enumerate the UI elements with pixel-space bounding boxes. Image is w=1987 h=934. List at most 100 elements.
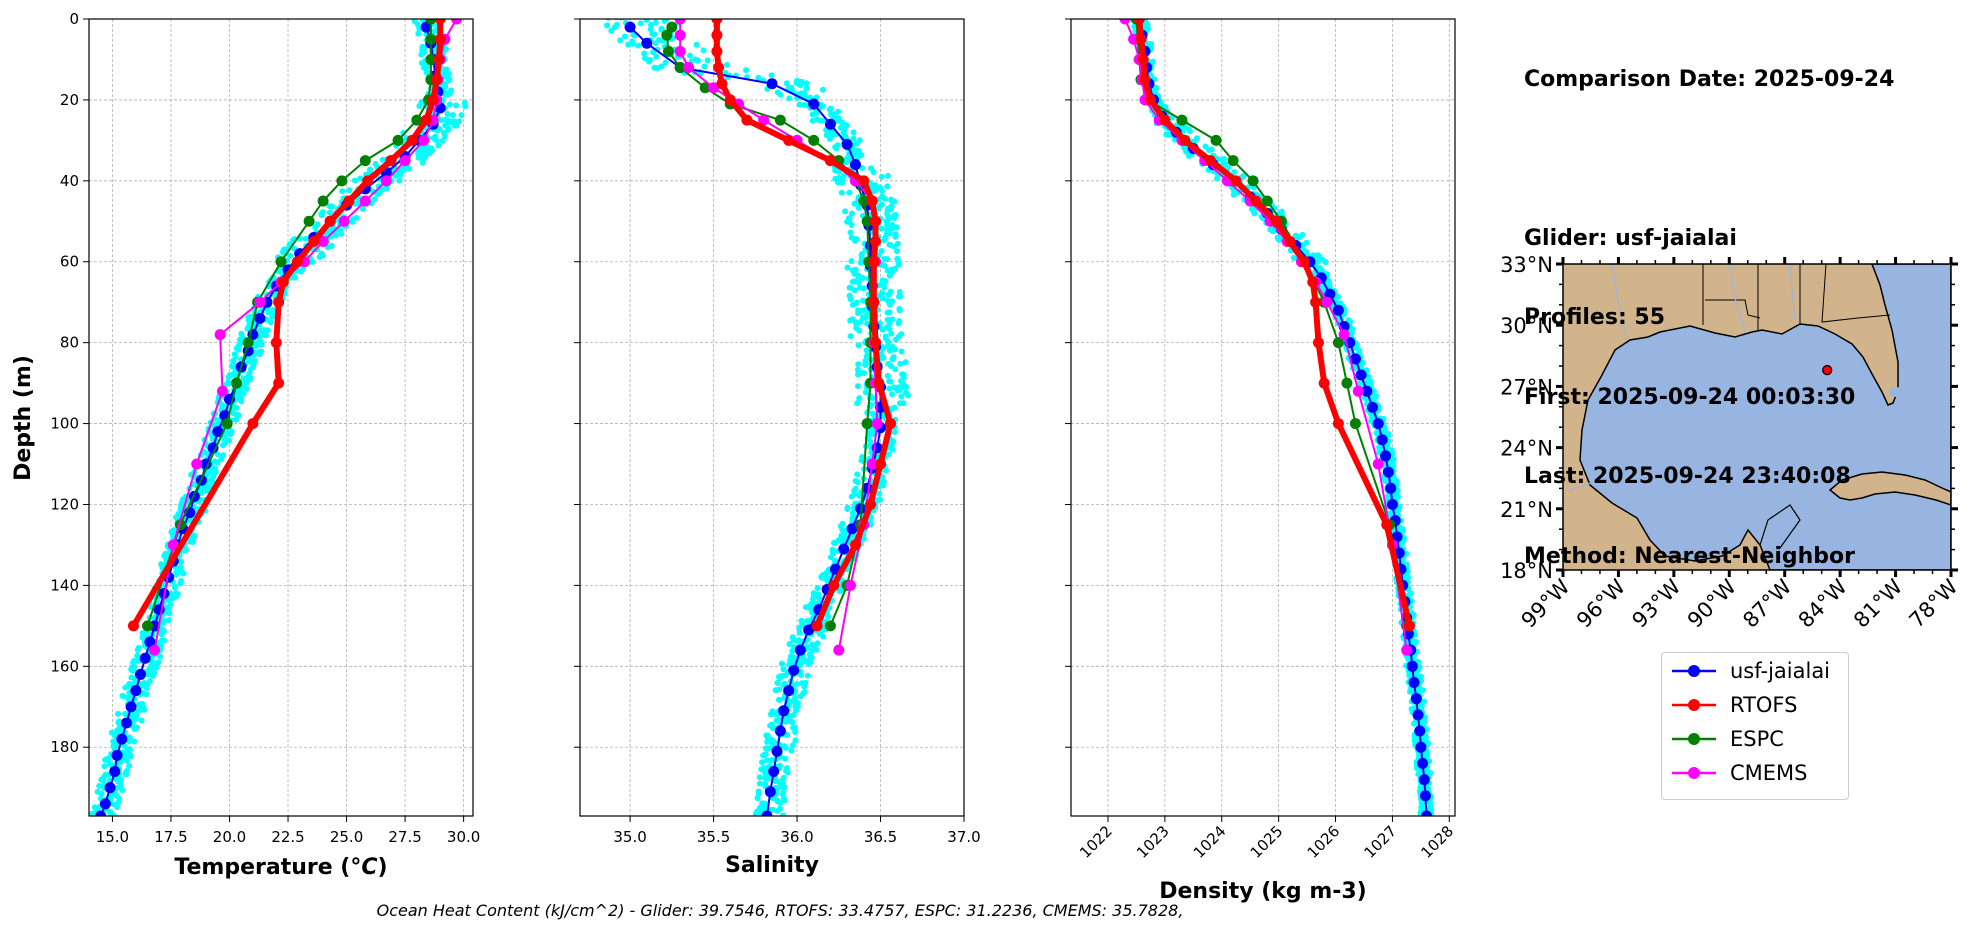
salinity-glider-point [766, 78, 778, 90]
salinity-raw-point [604, 22, 611, 29]
salinity-x-tick-label: 36.0 [780, 828, 813, 846]
salinity-glider-point [788, 664, 800, 676]
salinity-raw-point [870, 168, 877, 175]
salinity-raw-point [857, 318, 864, 325]
temperature-rtofs-point [308, 236, 320, 248]
temperature-espc-point [275, 256, 287, 268]
salinity-raw-point [902, 359, 909, 366]
comparison-info-block: Comparison Date: 2025-09-24 Glider: usf-… [1524, 14, 1894, 597]
temperature-x-tick-label: 20.0 [213, 828, 246, 846]
salinity-rtofs-point [870, 215, 882, 227]
salinity-raw-point [755, 788, 762, 795]
salinity-raw-point [894, 255, 901, 262]
salinity-espc-point [824, 620, 836, 632]
salinity-raw-point [762, 766, 769, 773]
density-x-ticks: 1022 1023 1024 1025 1026 1027 1028 [1076, 816, 1457, 862]
temperature-rtofs-point [385, 155, 397, 167]
temperature-raw-point [155, 659, 162, 666]
salinity-rtofs-point [870, 337, 882, 349]
salinity-raw-point [840, 530, 847, 537]
salinity-raw-point [605, 19, 611, 21]
salinity-raw-point [847, 317, 854, 324]
salinity-raw-point [789, 634, 796, 641]
salinity-raw-point [813, 109, 820, 116]
salinity-raw-point [860, 297, 867, 304]
map-latitude-label: 33°N [1500, 253, 1553, 277]
temperature-raw-point [396, 177, 403, 184]
temperature-glider-point [99, 798, 111, 810]
salinity-raw-point [904, 392, 911, 399]
salinity-raw-point [756, 774, 763, 781]
gulf-of-mexico-map: 99°W96°W93°W90°W87°W84°W81°W78°W33°N30°N… [1500, 253, 1963, 633]
salinity-x-tick-label: 35.0 [613, 828, 646, 846]
temperature-cmems-point [191, 458, 203, 470]
temperature-raw-point [98, 790, 105, 797]
salinity-raw-point [900, 371, 907, 378]
salinity-raw-point [752, 810, 759, 816]
salinity-raw-point [782, 755, 789, 762]
salinity-raw-point [856, 395, 863, 402]
temperature-raw-point [441, 82, 448, 89]
temperature-glider-point [420, 21, 432, 33]
temperature-raw-point [211, 469, 218, 476]
salinity-raw-point [797, 82, 804, 89]
temperature-raw-point [448, 87, 455, 94]
temperature-x-tick-label: 30.0 [447, 828, 480, 846]
salinity-raw-point [647, 26, 654, 33]
salinity-raw-point [801, 689, 808, 696]
salinity-raw-point [743, 67, 750, 74]
salinity-raw-point [816, 595, 823, 602]
temperature-raw-point [212, 458, 219, 465]
salinity-raw-point [848, 234, 855, 241]
density-grid [1071, 19, 1455, 816]
salinity-raw-point [637, 20, 644, 27]
temperature-raw-point [449, 111, 456, 118]
density-raw-point [1422, 734, 1429, 741]
salinity-rtofs-point [783, 134, 795, 146]
salinity-axes-frame [579, 18, 965, 817]
salinity-raw-point [887, 206, 894, 213]
cuba-island [1828, 471, 1951, 506]
salinity-raw-point [850, 135, 857, 142]
depth-y-tick-label: 80 [60, 334, 79, 352]
salinity-raw-point [884, 172, 891, 179]
density-glider-point [1332, 304, 1344, 316]
temperature-glider-point [254, 312, 266, 324]
density-rtofs-point [1403, 620, 1415, 632]
temperature-raw-point [133, 657, 140, 664]
density-rtofs-line [1136, 19, 1413, 627]
salinity-glider-point [846, 523, 858, 535]
temperature-raw-point [287, 252, 294, 259]
depth-y-tick-label: 20 [60, 91, 79, 109]
density-glider-point [1376, 434, 1388, 446]
temperature-raw-point [435, 142, 442, 149]
temperature-glider-point [120, 717, 132, 729]
salinity-raw-point [652, 19, 659, 26]
density-raw-point [1274, 234, 1281, 241]
salinity-raw-point [844, 504, 851, 511]
density-rtofs-point [1230, 175, 1242, 187]
density-x-tick-label: 1023 [1133, 822, 1173, 862]
density-espc-point [1341, 377, 1353, 389]
temperature-x-tick-label: 25.0 [330, 828, 363, 846]
salinity-rtofs-point [885, 418, 897, 430]
salinity-espc-point [861, 418, 873, 430]
temperature-raw-point [173, 571, 180, 578]
temperature-glider-point [144, 636, 156, 648]
density-profile-panel: 1022 1023 1024 1025 1026 1027 1028 Density (kg… [1065, 18, 1457, 904]
salinity-raw-point [888, 330, 895, 337]
salinity-profile-panel: 35.0 35.5 36.0 36.5 37.0 Salinity [574, 18, 981, 878]
salinity-raw-point [862, 389, 869, 396]
depth-y-tick-label: 60 [60, 253, 79, 271]
temperature-raw-point [122, 711, 129, 718]
temperature-raw-point [397, 171, 404, 178]
density-x-tick-label: 1024 [1190, 822, 1230, 862]
temperature-raw-point [100, 777, 107, 784]
salinity-raw-point [796, 624, 803, 631]
density-espc-point [1349, 418, 1361, 430]
legend-cmems-label: CMEMS [1730, 761, 1808, 785]
salinity-raw-point [891, 198, 898, 205]
density-glider-point [1367, 401, 1379, 413]
temperature-raw-point [143, 682, 150, 689]
temperature-glider-point [116, 733, 128, 745]
